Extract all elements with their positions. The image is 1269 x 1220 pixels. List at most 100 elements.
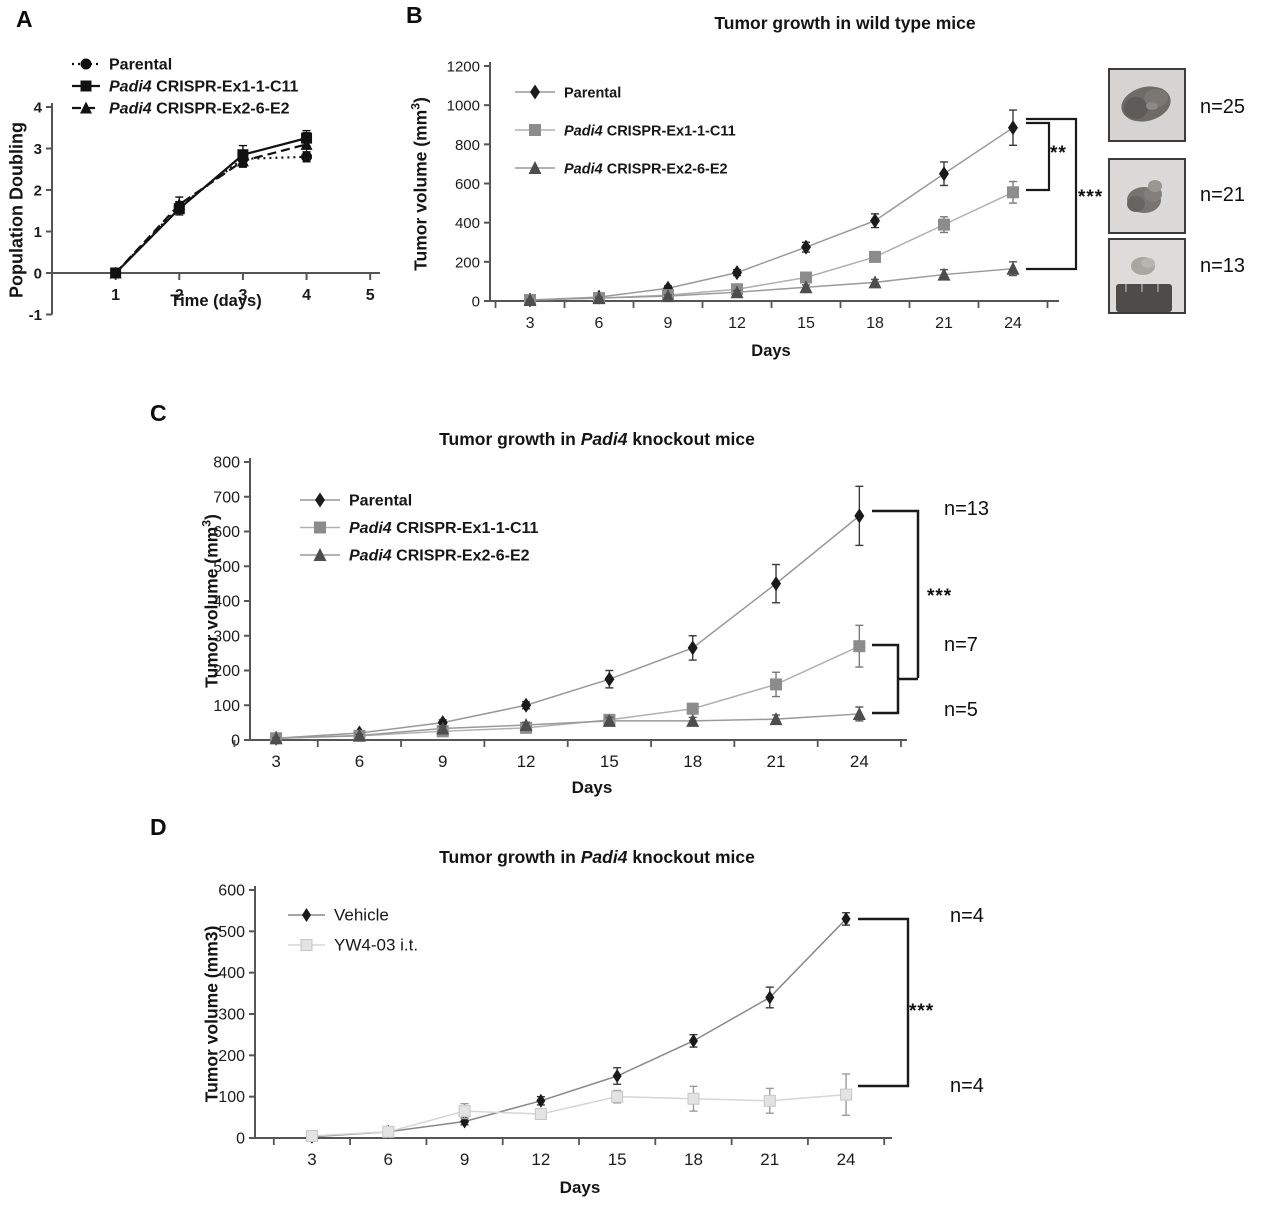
svg-text:0: 0 bbox=[231, 733, 240, 750]
svg-text:Parental: Parental bbox=[564, 86, 621, 102]
svg-text:12: 12 bbox=[517, 752, 536, 771]
svg-text:Parental: Parental bbox=[109, 57, 172, 74]
panel-b-n-ex1: n=21 bbox=[1200, 184, 1246, 206]
svg-text:3: 3 bbox=[307, 1150, 316, 1169]
svg-text:6: 6 bbox=[595, 315, 604, 332]
svg-text:21: 21 bbox=[760, 1150, 779, 1169]
panel-label-a: A bbox=[16, 6, 33, 32]
svg-text:18: 18 bbox=[683, 752, 702, 771]
svg-text:500: 500 bbox=[213, 559, 240, 576]
svg-text:9: 9 bbox=[438, 752, 447, 771]
panel-d-title: Tumor growth in Padi4 knockout mice bbox=[439, 847, 755, 867]
svg-text:3: 3 bbox=[526, 315, 535, 332]
panel-b-n-parental: n=25 bbox=[1200, 96, 1246, 118]
svg-text:600: 600 bbox=[455, 176, 480, 193]
svg-text:500: 500 bbox=[218, 924, 245, 941]
svg-text:1: 1 bbox=[111, 287, 120, 304]
svg-text:24: 24 bbox=[837, 1150, 856, 1169]
panel-b-x-axis-label: Days bbox=[751, 342, 791, 360]
svg-text:700: 700 bbox=[213, 489, 240, 506]
panel-label-d: D bbox=[150, 814, 167, 840]
svg-text:24: 24 bbox=[850, 752, 869, 771]
svg-text:15: 15 bbox=[608, 1150, 627, 1169]
panel-c-title: Tumor growth in Padi4 knockout mice bbox=[439, 429, 755, 449]
svg-text:4: 4 bbox=[34, 100, 43, 117]
panel-c-n-parental: n=13 bbox=[944, 498, 990, 520]
svg-text:400: 400 bbox=[218, 965, 245, 982]
svg-text:YW4-03 i.t.: YW4-03 i.t. bbox=[334, 936, 418, 955]
svg-text:4: 4 bbox=[302, 287, 311, 304]
panel-c-sig: *** bbox=[927, 586, 953, 607]
tumor-photo-ex1 bbox=[1108, 158, 1186, 234]
svg-text:400: 400 bbox=[455, 215, 480, 232]
svg-text:12: 12 bbox=[728, 315, 746, 332]
tumor-photo-parental bbox=[1108, 68, 1186, 142]
tumor-highlight bbox=[1146, 102, 1158, 110]
svg-text:0: 0 bbox=[34, 266, 42, 283]
svg-text:Padi4 CRISPR-Ex1-1-C11: Padi4 CRISPR-Ex1-1-C11 bbox=[109, 79, 299, 96]
svg-text:3: 3 bbox=[271, 752, 280, 771]
svg-text:800: 800 bbox=[213, 455, 240, 472]
panel-label-c: C bbox=[150, 400, 167, 426]
svg-text:600: 600 bbox=[213, 524, 240, 541]
svg-text:6: 6 bbox=[355, 752, 364, 771]
panel-d-tumor-volume-chart: 0 100 200 300 400 500 600 3 6 9 12 15 18 21 24 Vehicle Y… bbox=[218, 883, 892, 1169]
svg-text:200: 200 bbox=[455, 254, 480, 271]
panel-d-n-treated: n=4 bbox=[950, 1075, 984, 1097]
svg-text:Padi4 CRISPR-Ex2-6-E2: Padi4 CRISPR-Ex2-6-E2 bbox=[109, 101, 290, 118]
ruler bbox=[1116, 284, 1172, 312]
svg-text:15: 15 bbox=[797, 315, 815, 332]
panel-d-sig: *** bbox=[909, 1001, 935, 1022]
svg-text:21: 21 bbox=[935, 315, 953, 332]
panel-label-b: B bbox=[406, 2, 423, 28]
svg-text:300: 300 bbox=[213, 628, 240, 645]
svg-text:3: 3 bbox=[34, 141, 42, 158]
panel-c-tumor-volume-chart: 0 100 200 300 400 500 600 700 800 3 6 9 12 15 18 21 24 Pa… bbox=[213, 455, 907, 771]
svg-text:0: 0 bbox=[472, 294, 480, 311]
svg-text:200: 200 bbox=[218, 1048, 245, 1065]
svg-text:Padi4 CRISPR-Ex1-1-C11: Padi4 CRISPR-Ex1-1-C11 bbox=[349, 520, 539, 537]
panel-c-x-axis-label: Days bbox=[571, 778, 613, 797]
svg-text:5: 5 bbox=[366, 287, 375, 304]
svg-text:600: 600 bbox=[218, 883, 245, 900]
svg-text:18: 18 bbox=[684, 1150, 703, 1169]
svg-text:Parental: Parental bbox=[349, 493, 412, 510]
panel-b-title: Tumor growth in wild type mice bbox=[714, 13, 976, 33]
svg-text:Padi4 CRISPR-Ex2-6-E2: Padi4 CRISPR-Ex2-6-E2 bbox=[564, 162, 728, 178]
svg-text:100: 100 bbox=[213, 698, 240, 715]
svg-text:18: 18 bbox=[866, 315, 884, 332]
svg-text:24: 24 bbox=[1004, 315, 1022, 332]
tumor-blob bbox=[1124, 97, 1148, 119]
svg-text:6: 6 bbox=[384, 1150, 393, 1169]
svg-text:200: 200 bbox=[213, 663, 240, 680]
svg-text:-1: -1 bbox=[29, 307, 42, 324]
panel-d-n-vehicle: n=4 bbox=[950, 905, 984, 927]
svg-text:1200: 1200 bbox=[447, 59, 480, 76]
panel-a-x-axis-label: Time (days) bbox=[170, 292, 262, 310]
svg-text:12: 12 bbox=[531, 1150, 550, 1169]
tumor-blob bbox=[1148, 180, 1162, 192]
svg-text:400: 400 bbox=[213, 594, 240, 611]
panel-a-growth-curve-chart: -1 0 1 2 3 4 1 2 3 4 5 Parental Padi4 CRISPR-Ex1-1-C… bbox=[29, 57, 380, 324]
svg-text:9: 9 bbox=[664, 315, 673, 332]
tumor-photo-ex2 bbox=[1108, 238, 1186, 314]
svg-text:800: 800 bbox=[455, 137, 480, 154]
svg-text:1000: 1000 bbox=[447, 98, 480, 115]
svg-text:Padi4 CRISPR-Ex1-1-C11: Padi4 CRISPR-Ex1-1-C11 bbox=[564, 124, 736, 140]
svg-text:0: 0 bbox=[236, 1131, 245, 1148]
svg-text:100: 100 bbox=[218, 1089, 245, 1106]
panel-b-tumor-volume-chart: 0 200 400 600 800 1000 1200 3 6 9 12 15 18 21 24 Parent… bbox=[447, 59, 1059, 332]
svg-text:Padi4 CRISPR-Ex2-6-E2: Padi4 CRISPR-Ex2-6-E2 bbox=[349, 548, 530, 565]
panel-c-n-ex1: n=7 bbox=[944, 634, 978, 656]
svg-text:21: 21 bbox=[767, 752, 786, 771]
panel-b-n-ex2: n=13 bbox=[1200, 255, 1246, 277]
svg-text:2: 2 bbox=[175, 287, 184, 304]
panel-b-sig-inner: ** bbox=[1050, 143, 1067, 164]
svg-text:300: 300 bbox=[218, 1007, 245, 1024]
svg-text:1: 1 bbox=[34, 224, 42, 241]
svg-text:9: 9 bbox=[460, 1150, 469, 1169]
panel-b-sig-outer: *** bbox=[1078, 187, 1104, 208]
svg-text:15: 15 bbox=[600, 752, 619, 771]
panel-c-n-ex2: n=5 bbox=[944, 699, 978, 721]
